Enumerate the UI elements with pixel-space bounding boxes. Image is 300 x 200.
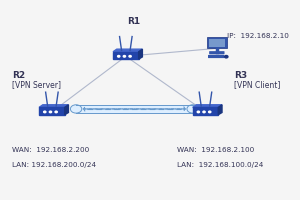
FancyBboxPatch shape xyxy=(209,51,224,54)
FancyBboxPatch shape xyxy=(208,55,224,58)
Polygon shape xyxy=(193,107,218,115)
Polygon shape xyxy=(39,107,65,115)
Text: LAN: 192.168.200.0/24: LAN: 192.168.200.0/24 xyxy=(12,162,96,168)
FancyBboxPatch shape xyxy=(76,105,193,113)
Circle shape xyxy=(118,56,120,57)
FancyBboxPatch shape xyxy=(209,39,225,47)
Polygon shape xyxy=(113,49,142,52)
FancyBboxPatch shape xyxy=(207,37,227,48)
Circle shape xyxy=(197,111,200,113)
Polygon shape xyxy=(218,105,222,115)
Circle shape xyxy=(224,56,228,58)
Polygon shape xyxy=(113,52,139,59)
Circle shape xyxy=(129,56,131,57)
Text: R2: R2 xyxy=(12,71,25,80)
Polygon shape xyxy=(139,49,142,59)
Text: IP:  192.168.2.10: IP: 192.168.2.10 xyxy=(227,33,289,39)
Ellipse shape xyxy=(70,105,82,113)
Circle shape xyxy=(49,111,52,113)
Text: LAN:  192.168.100.0/24: LAN: 192.168.100.0/24 xyxy=(177,162,263,168)
Text: R3: R3 xyxy=(234,71,247,80)
Circle shape xyxy=(203,111,205,113)
Circle shape xyxy=(55,111,57,113)
Ellipse shape xyxy=(187,105,198,113)
Text: [VPN Client]: [VPN Client] xyxy=(234,81,280,90)
Polygon shape xyxy=(39,105,68,107)
Text: [VPN Server]: [VPN Server] xyxy=(12,81,61,90)
Polygon shape xyxy=(65,105,68,115)
Polygon shape xyxy=(193,105,222,107)
Text: WAN:  192.168.2.100: WAN: 192.168.2.100 xyxy=(177,147,254,153)
Text: R1: R1 xyxy=(127,17,140,26)
Circle shape xyxy=(208,111,211,113)
Text: WAN:  192.168.2.200: WAN: 192.168.2.200 xyxy=(12,147,89,153)
Circle shape xyxy=(123,56,125,57)
Circle shape xyxy=(44,111,46,113)
